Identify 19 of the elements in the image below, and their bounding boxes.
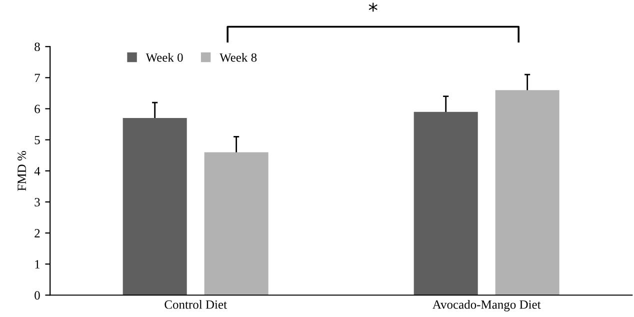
x-tick-label: Control Diet: [164, 300, 227, 309]
bar: [122, 118, 187, 296]
text: *: [368, 2, 378, 12]
y-tick-label: 5: [34, 136, 40, 144]
y-tick-label: 0: [34, 291, 40, 300]
y-tick-label: 3: [34, 198, 40, 206]
x-tick-label: Avocado-Mango Diet: [432, 300, 541, 312]
legend-label: Week 8: [220, 52, 257, 62]
y-axis-title: FMD %: [18, 150, 26, 191]
y-tick-label: 8: [34, 42, 40, 52]
legend-label: Week 0: [146, 52, 183, 62]
y-tick-label: 2: [34, 229, 40, 238]
y-tick-label: 1: [35, 260, 40, 268]
y-tick-label: 7: [34, 74, 40, 82]
bar: [495, 90, 560, 296]
bar: [204, 152, 268, 296]
y-tick-label: 6: [34, 104, 40, 114]
y-tick-label: 4: [34, 166, 40, 176]
bar: [414, 112, 478, 296]
